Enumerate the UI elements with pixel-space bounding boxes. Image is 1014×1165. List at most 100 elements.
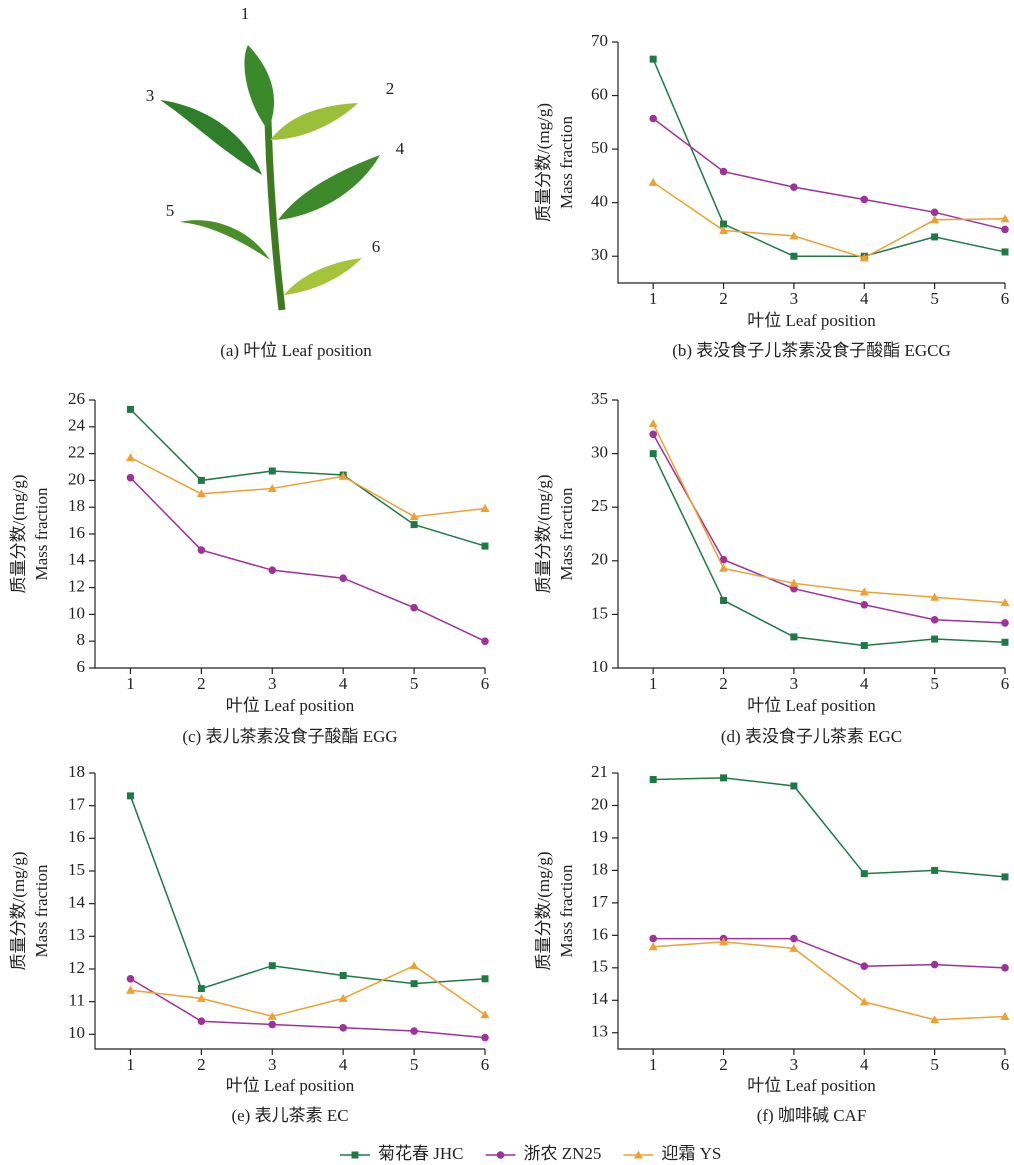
axis-line [94, 400, 485, 669]
point [860, 195, 869, 204]
y-tick-label: 8 [77, 630, 86, 649]
y-tick-label: 35 [591, 389, 608, 408]
point [196, 489, 206, 498]
y-axis-label: 质量分数/(mg/g) [534, 103, 553, 222]
legend-label: 迎霜 YS [661, 1144, 721, 1163]
point [789, 231, 799, 240]
x-tick-label: 2 [719, 289, 728, 308]
point [338, 993, 348, 1002]
y-tick-label: 12 [68, 577, 85, 596]
x-tick-label: 3 [790, 1055, 799, 1074]
y-axis-label: Mass fraction [32, 864, 51, 958]
panel-caption: (b) 表没食子儿茶素没食子酸酯 EGCG [672, 341, 951, 360]
point [1001, 248, 1009, 256]
point [930, 615, 939, 624]
y-tick-label: 20 [591, 550, 608, 569]
y-tick-label: 20 [68, 469, 85, 488]
point [126, 792, 134, 800]
y-tick-label: 20 [591, 794, 608, 813]
y-tick-label: 17 [591, 892, 609, 911]
point [1001, 638, 1009, 646]
series-line [129, 477, 486, 642]
point [481, 637, 489, 645]
y-axis-label: Mass fraction [557, 116, 576, 210]
point [338, 471, 348, 480]
axis-line [617, 400, 1005, 669]
y-axis-label: 质量分数/(mg/g) [534, 475, 553, 594]
point [931, 866, 939, 874]
point [930, 215, 940, 224]
point [125, 985, 135, 994]
point [126, 405, 134, 413]
legend-label: 菊花春 JHC [378, 1144, 463, 1163]
point [410, 521, 418, 529]
leaf-label: 1 [241, 4, 250, 23]
point [1000, 214, 1010, 223]
point [931, 233, 939, 241]
point [859, 253, 869, 262]
y-tick-label: 21 [591, 762, 608, 781]
point [481, 1033, 489, 1042]
y-tick-label: 22 [68, 443, 85, 462]
point [197, 1017, 206, 1026]
point [267, 483, 277, 492]
series-line [130, 456, 486, 518]
x-axis-label: 叶位 Leaf position [226, 696, 355, 715]
series-line [652, 453, 1006, 647]
panel-caption: (f) 咖啡碱 CAF [757, 1106, 867, 1125]
legend-label: 浙农 ZN25 [523, 1144, 601, 1163]
x-tick-label: 5 [410, 674, 419, 693]
point [268, 962, 276, 970]
point [720, 220, 728, 228]
chart-panel: 10 15 20 25 30 35 1 2 3 4 5 6 质量分数/(mg/g) Mass fracti… [534, 389, 1010, 746]
y-tick-label: 70 [591, 31, 608, 50]
x-tick-label: 4 [339, 1055, 348, 1074]
x-tick-label: 3 [790, 289, 799, 308]
point [649, 450, 657, 458]
y-tick-label: 13 [591, 1022, 608, 1041]
point [790, 633, 798, 641]
series-line [653, 777, 1006, 878]
x-tick-label: 2 [719, 674, 728, 693]
series-line [652, 58, 1006, 257]
axis-line [617, 42, 1005, 284]
legend-marker [633, 1150, 643, 1159]
point [125, 453, 135, 462]
point [860, 870, 868, 878]
point [196, 993, 206, 1002]
y-tick-label: 19 [591, 827, 608, 846]
point [480, 504, 490, 513]
y-tick-label: 15 [68, 860, 85, 879]
series-line [652, 181, 1006, 259]
x-tick-label: 6 [1001, 1055, 1010, 1074]
point [1001, 225, 1009, 234]
panel-caption: (e) 表儿茶素 EC [231, 1106, 348, 1125]
point [790, 782, 798, 790]
y-tick-label: 18 [68, 496, 85, 515]
x-tick-label: 4 [860, 1055, 869, 1074]
point [126, 473, 135, 482]
leaf-illustration: 1 2 3 4 5 6 (a) 叶位 Leaf position [146, 4, 405, 360]
point [720, 596, 728, 604]
point [649, 430, 657, 439]
point [197, 476, 205, 484]
y-tick-label: 10 [591, 657, 608, 676]
point [410, 980, 418, 988]
legend-marker [351, 1151, 359, 1159]
point [1001, 619, 1009, 627]
point [719, 167, 728, 176]
point [930, 1015, 940, 1024]
y-tick-label: 26 [68, 389, 85, 408]
axis-line [94, 773, 485, 1050]
point [790, 934, 798, 943]
point [410, 603, 418, 612]
series-line [130, 964, 486, 1018]
y-tick-label: 13 [68, 925, 85, 944]
y-tick-label: 15 [591, 603, 608, 622]
point [648, 419, 658, 428]
point [409, 961, 419, 970]
x-tick-label: 3 [790, 674, 799, 693]
panel-caption: (d) 表没食子儿茶素 EGC [721, 727, 902, 746]
x-tick-label: 6 [1001, 674, 1010, 693]
